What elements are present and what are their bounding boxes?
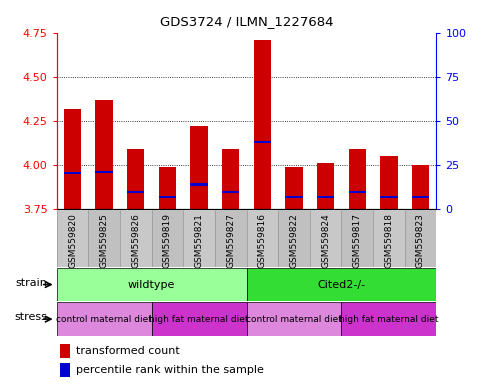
- Bar: [190, 184, 208, 185]
- Bar: [278, 210, 310, 267]
- Bar: [341, 302, 436, 336]
- Text: GSM559821: GSM559821: [195, 213, 204, 268]
- Text: GSM559818: GSM559818: [385, 213, 393, 268]
- Text: control maternal diet: control maternal diet: [56, 314, 152, 324]
- Bar: [64, 172, 81, 174]
- Bar: [246, 302, 341, 336]
- Text: high fat maternal diet: high fat maternal diet: [339, 314, 439, 324]
- Bar: [215, 210, 246, 267]
- Bar: [349, 191, 366, 193]
- Bar: [96, 100, 113, 209]
- Bar: [349, 149, 366, 209]
- Text: Cited2-/-: Cited2-/-: [317, 280, 365, 290]
- Bar: [152, 210, 183, 267]
- Bar: [159, 196, 176, 198]
- Text: control maternal diet: control maternal diet: [246, 314, 342, 324]
- Bar: [405, 210, 436, 267]
- Bar: [88, 210, 120, 267]
- Text: GDS3724 / ILMN_1227684: GDS3724 / ILMN_1227684: [160, 15, 333, 28]
- Text: GSM559822: GSM559822: [289, 213, 298, 268]
- Bar: [57, 302, 152, 336]
- Bar: [159, 167, 176, 209]
- Text: strain: strain: [15, 278, 47, 288]
- Bar: [253, 141, 271, 143]
- Bar: [127, 149, 144, 209]
- Text: GSM559817: GSM559817: [352, 213, 362, 268]
- Bar: [61, 363, 70, 377]
- Bar: [96, 170, 113, 173]
- Text: transformed count: transformed count: [76, 346, 179, 356]
- Bar: [285, 196, 303, 198]
- Bar: [253, 40, 271, 209]
- Text: GSM559825: GSM559825: [100, 213, 108, 268]
- Bar: [317, 163, 334, 209]
- Text: high fat maternal diet: high fat maternal diet: [149, 314, 249, 324]
- Bar: [152, 302, 246, 336]
- Bar: [190, 126, 208, 209]
- Bar: [310, 210, 341, 267]
- Bar: [412, 165, 429, 209]
- Bar: [222, 191, 240, 193]
- Text: wildtype: wildtype: [128, 280, 176, 290]
- Bar: [285, 167, 303, 209]
- Bar: [183, 210, 215, 267]
- Text: GSM559819: GSM559819: [163, 213, 172, 268]
- Text: GSM559823: GSM559823: [416, 213, 425, 268]
- Bar: [64, 109, 81, 209]
- Bar: [317, 196, 334, 198]
- Text: GSM559820: GSM559820: [68, 213, 77, 268]
- Bar: [380, 196, 397, 198]
- Bar: [341, 210, 373, 267]
- Bar: [57, 268, 246, 301]
- Bar: [412, 196, 429, 198]
- Bar: [373, 210, 405, 267]
- Bar: [246, 268, 436, 301]
- Bar: [127, 191, 144, 193]
- Text: GSM559826: GSM559826: [131, 213, 141, 268]
- Text: percentile rank within the sample: percentile rank within the sample: [76, 365, 264, 375]
- Bar: [380, 156, 397, 209]
- Bar: [222, 149, 240, 209]
- Text: GSM559824: GSM559824: [321, 213, 330, 268]
- Bar: [246, 210, 278, 267]
- Text: stress: stress: [15, 313, 48, 323]
- Text: GSM559816: GSM559816: [258, 213, 267, 268]
- Bar: [57, 210, 88, 267]
- Text: GSM559827: GSM559827: [226, 213, 235, 268]
- Bar: [61, 344, 70, 358]
- Bar: [120, 210, 152, 267]
